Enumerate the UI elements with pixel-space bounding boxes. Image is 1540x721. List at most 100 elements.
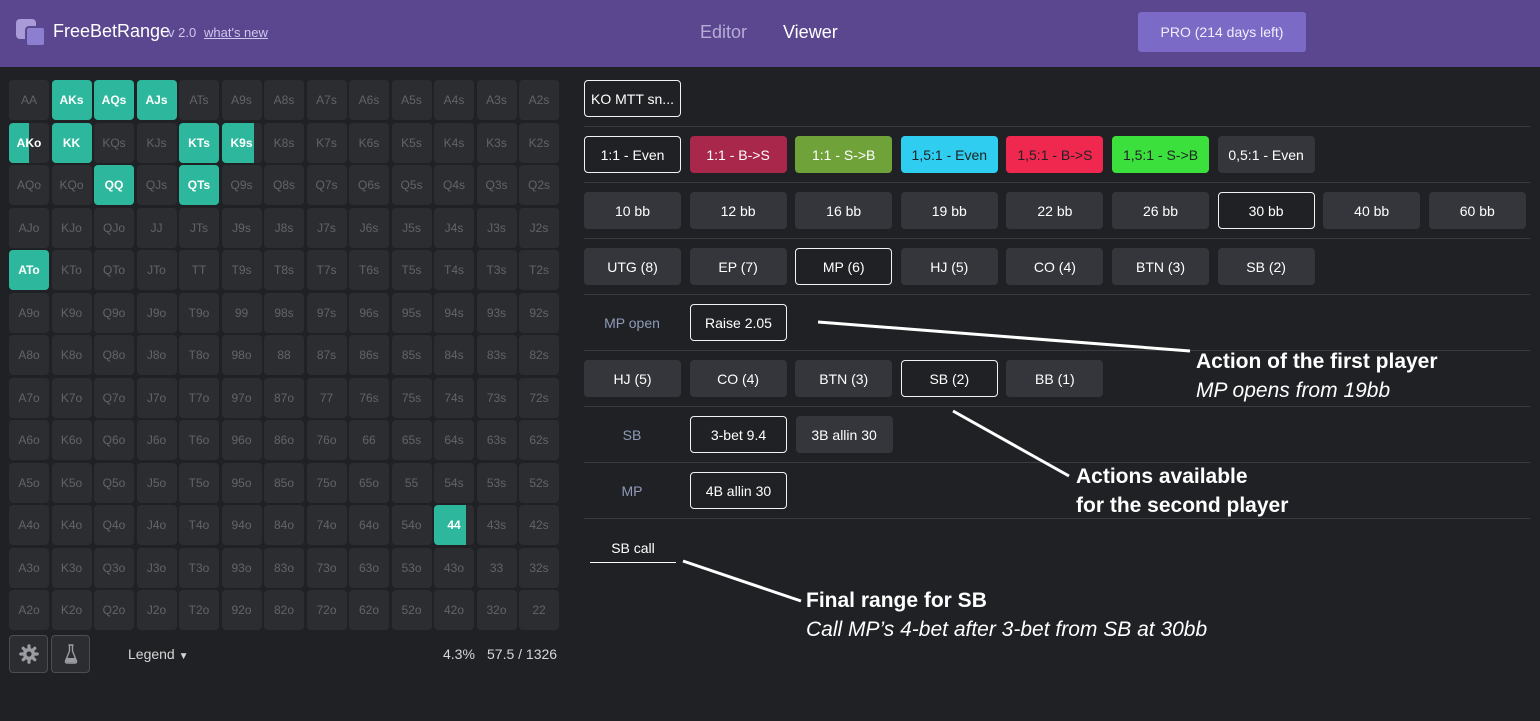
hand-cell[interactable]: AKs: [51, 80, 92, 120]
hand-cell[interactable]: 86o: [264, 420, 304, 460]
hand-cell[interactable]: KJo: [51, 207, 92, 248]
stack-button[interactable]: 40 bb: [1323, 192, 1421, 229]
bounty-mode-button[interactable]: 1,5:1 - S->B: [1112, 136, 1209, 173]
hand-cell[interactable]: 92o: [221, 590, 262, 630]
hand-cell[interactable]: A2o: [9, 590, 49, 630]
hand-cell[interactable]: A7o: [9, 377, 49, 418]
hand-cell[interactable]: 72s: [519, 377, 559, 418]
hand-cell[interactable]: QJo: [94, 207, 134, 248]
stack-button[interactable]: 30 bb: [1217, 192, 1315, 229]
hand-cell[interactable]: K2o: [51, 590, 92, 630]
hand-cell[interactable]: JTs: [179, 207, 219, 248]
hand-cell[interactable]: 92s: [519, 292, 559, 333]
hand-cell[interactable]: T3o: [179, 547, 219, 588]
stack-button[interactable]: 12 bb: [689, 192, 787, 229]
hand-cell[interactable]: K3s: [476, 122, 517, 163]
hand-cell[interactable]: 88: [264, 335, 304, 375]
hand-cell[interactable]: 93o: [221, 547, 262, 588]
hand-cell[interactable]: Q8o: [94, 335, 134, 375]
position-button[interactable]: CO (4): [1006, 248, 1104, 285]
hand-cell[interactable]: T4s: [434, 250, 474, 290]
stack-button[interactable]: 19 bb: [900, 192, 998, 229]
hand-cell[interactable]: 32o: [476, 590, 517, 630]
position-button[interactable]: UTG (8): [584, 248, 681, 285]
hand-cell[interactable]: JJ: [136, 207, 177, 248]
hand-cell[interactable]: 94o: [221, 505, 262, 545]
hand-cell[interactable]: T7o: [179, 377, 219, 418]
hand-cell[interactable]: TT: [179, 250, 219, 290]
hand-cell[interactable]: 52s: [519, 462, 559, 503]
hand-cell[interactable]: Q3o: [94, 547, 134, 588]
hand-cell[interactable]: AQs: [94, 80, 134, 120]
hand-cell[interactable]: 96s: [349, 292, 389, 333]
hand-cell[interactable]: T3s: [476, 250, 517, 290]
hand-cell[interactable]: 82s: [519, 335, 559, 375]
hand-cell[interactable]: K7s: [306, 122, 347, 163]
hand-cell[interactable]: A3o: [9, 547, 49, 588]
hand-cell[interactable]: ATo: [9, 250, 49, 290]
whats-new-link[interactable]: what's new: [204, 25, 268, 40]
hand-cell[interactable]: Q9s: [221, 165, 262, 205]
hand-cell[interactable]: 83o: [264, 547, 304, 588]
hand-cell[interactable]: 54s: [434, 462, 474, 503]
hand-cell[interactable]: QJs: [136, 165, 177, 205]
preset-button[interactable]: KO MTT sn...: [584, 80, 681, 117]
pro-button[interactable]: PRO (214 days left): [1138, 12, 1306, 52]
responder-button[interactable]: BB (1): [1006, 360, 1104, 397]
hand-cell[interactable]: T5o: [179, 462, 219, 503]
hand-cell[interactable]: 74o: [306, 505, 347, 545]
responder-button[interactable]: CO (4): [689, 360, 787, 397]
hand-cell[interactable]: Q8s: [264, 165, 304, 205]
hand-cell[interactable]: 98s: [264, 292, 304, 333]
hand-cell[interactable]: A8s: [264, 80, 304, 120]
position-button[interactable]: MP (6): [795, 248, 893, 285]
hand-cell[interactable]: 77: [306, 377, 347, 418]
hand-cell[interactable]: 62s: [519, 420, 559, 460]
hand-cell[interactable]: A9s: [221, 80, 262, 120]
hand-cell[interactable]: 54o: [391, 505, 432, 545]
bounty-mode-button[interactable]: 1:1 - B->S: [689, 136, 787, 173]
hand-cell[interactable]: 95o: [221, 462, 262, 503]
hand-cell[interactable]: 65o: [349, 462, 389, 503]
hand-cell[interactable]: Q4o: [94, 505, 134, 545]
hand-cell[interactable]: Q5s: [391, 165, 432, 205]
hand-cell[interactable]: Q3s: [476, 165, 517, 205]
hand-cell[interactable]: 84s: [434, 335, 474, 375]
hand-cell[interactable]: 43o: [434, 547, 474, 588]
hand-cell[interactable]: K2s: [519, 122, 559, 163]
hand-cell[interactable]: 63o: [349, 547, 389, 588]
hand-cell[interactable]: J3o: [136, 547, 177, 588]
hand-cell[interactable]: 53s: [476, 462, 517, 503]
hand-cell[interactable]: J6s: [349, 207, 389, 248]
hand-cell[interactable]: A8o: [9, 335, 49, 375]
hand-cell[interactable]: K8o: [51, 335, 92, 375]
hand-cell[interactable]: K9s: [221, 122, 262, 163]
hand-cell[interactable]: Q6o: [94, 420, 134, 460]
hand-cell[interactable]: 97o: [221, 377, 262, 418]
hand-cell[interactable]: 85s: [391, 335, 432, 375]
hand-cell[interactable]: J7o: [136, 377, 177, 418]
hand-cell[interactable]: A6o: [9, 420, 49, 460]
responder-button[interactable]: HJ (5): [584, 360, 681, 397]
hand-cell[interactable]: K6o: [51, 420, 92, 460]
hand-cell[interactable]: T2s: [519, 250, 559, 290]
raise-action-button[interactable]: Raise 2.05: [690, 304, 787, 341]
hand-cell[interactable]: J7s: [306, 207, 347, 248]
hand-cell[interactable]: 42o: [434, 590, 474, 630]
hand-cell[interactable]: KTs: [179, 122, 219, 163]
settings-button[interactable]: [9, 635, 48, 673]
hand-cell[interactable]: T2o: [179, 590, 219, 630]
hand-cell[interactable]: Q7s: [306, 165, 347, 205]
hand-cell[interactable]: Q2o: [94, 590, 134, 630]
stack-button[interactable]: 60 bb: [1428, 192, 1526, 229]
hand-cell[interactable]: K5s: [391, 122, 432, 163]
hand-cell[interactable]: 98o: [221, 335, 262, 375]
hand-cell[interactable]: T8s: [264, 250, 304, 290]
hand-cell[interactable]: 63s: [476, 420, 517, 460]
hand-cell[interactable]: KK: [51, 122, 92, 163]
stack-button[interactable]: 10 bb: [584, 192, 681, 229]
sb-action-button[interactable]: 3B allin 30: [795, 416, 893, 453]
hand-cell[interactable]: ATs: [179, 80, 219, 120]
hand-cell[interactable]: 75o: [306, 462, 347, 503]
responder-button[interactable]: BTN (3): [795, 360, 893, 397]
